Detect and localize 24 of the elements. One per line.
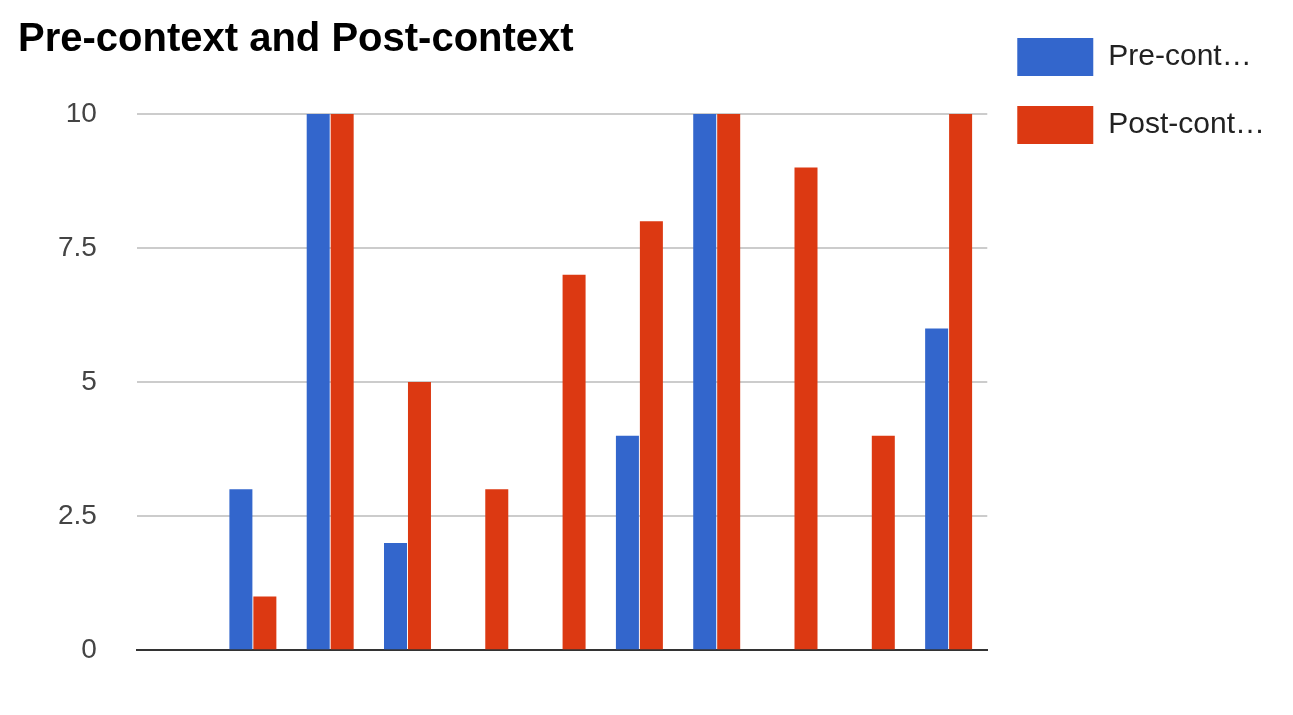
bar [562,274,586,650]
bar [384,542,408,650]
bar [407,382,431,650]
y-tick-label: 0 [81,632,97,664]
bar [949,114,973,650]
bar [330,114,354,650]
legend-label: Pre-cont… [1108,38,1252,72]
legend-label: Post-cont… [1108,106,1266,140]
bar [485,489,509,650]
bar [639,221,663,650]
bar [693,114,717,650]
bar [615,435,639,650]
bar [794,167,818,650]
y-tick-label: 10 [65,96,97,128]
y-tick-label: 2.5 [57,498,97,530]
y-tick-label: 7.5 [57,230,97,262]
bar [871,435,895,650]
chart-title: Pre-context and Post-context [18,15,574,60]
bar [925,328,949,650]
bar [306,114,330,650]
bar [229,489,253,650]
bar [717,114,741,650]
bar [253,596,277,650]
y-tick-label: 5 [81,364,97,396]
